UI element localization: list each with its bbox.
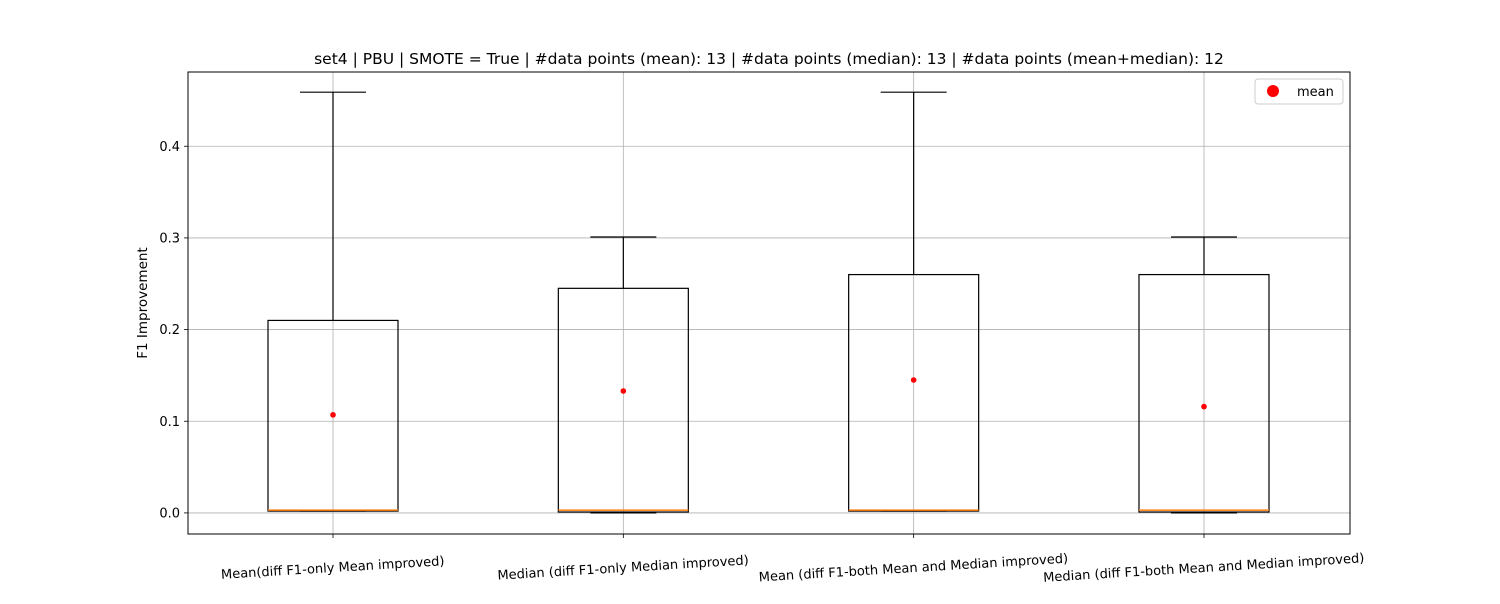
mean-point	[1201, 403, 1207, 410]
legend: mean	[1254, 78, 1344, 105]
boxes-layer	[267, 91, 1270, 514]
y-tick-label: 0.3	[159, 231, 180, 246]
box-iqr	[557, 287, 689, 513]
box-iqr	[1138, 273, 1270, 513]
chart-title: set4 | PBU | SMOTE = True | #data points…	[314, 50, 1224, 68]
y-axis-label: F1 Improvement	[135, 247, 151, 358]
y-tick-label: 0.1	[159, 415, 180, 430]
legend-marker-mean	[1267, 85, 1279, 97]
box-group	[1138, 236, 1270, 514]
y-tick-label: 0.4	[159, 140, 180, 155]
y-tick-label: 0.0	[159, 506, 180, 521]
mean-point	[620, 388, 627, 394]
mean-point	[330, 412, 336, 418]
box-iqr	[848, 273, 980, 512]
mean-point	[910, 377, 917, 383]
box-group	[267, 91, 399, 512]
y-tick-label: 0.2	[159, 323, 180, 338]
legend-label-mean: mean	[1297, 85, 1334, 100]
legend-frame	[1254, 78, 1344, 105]
box-group	[557, 236, 689, 514]
box-group	[848, 91, 980, 512]
axes-frame	[187, 71, 1351, 535]
box-iqr	[267, 319, 399, 512]
